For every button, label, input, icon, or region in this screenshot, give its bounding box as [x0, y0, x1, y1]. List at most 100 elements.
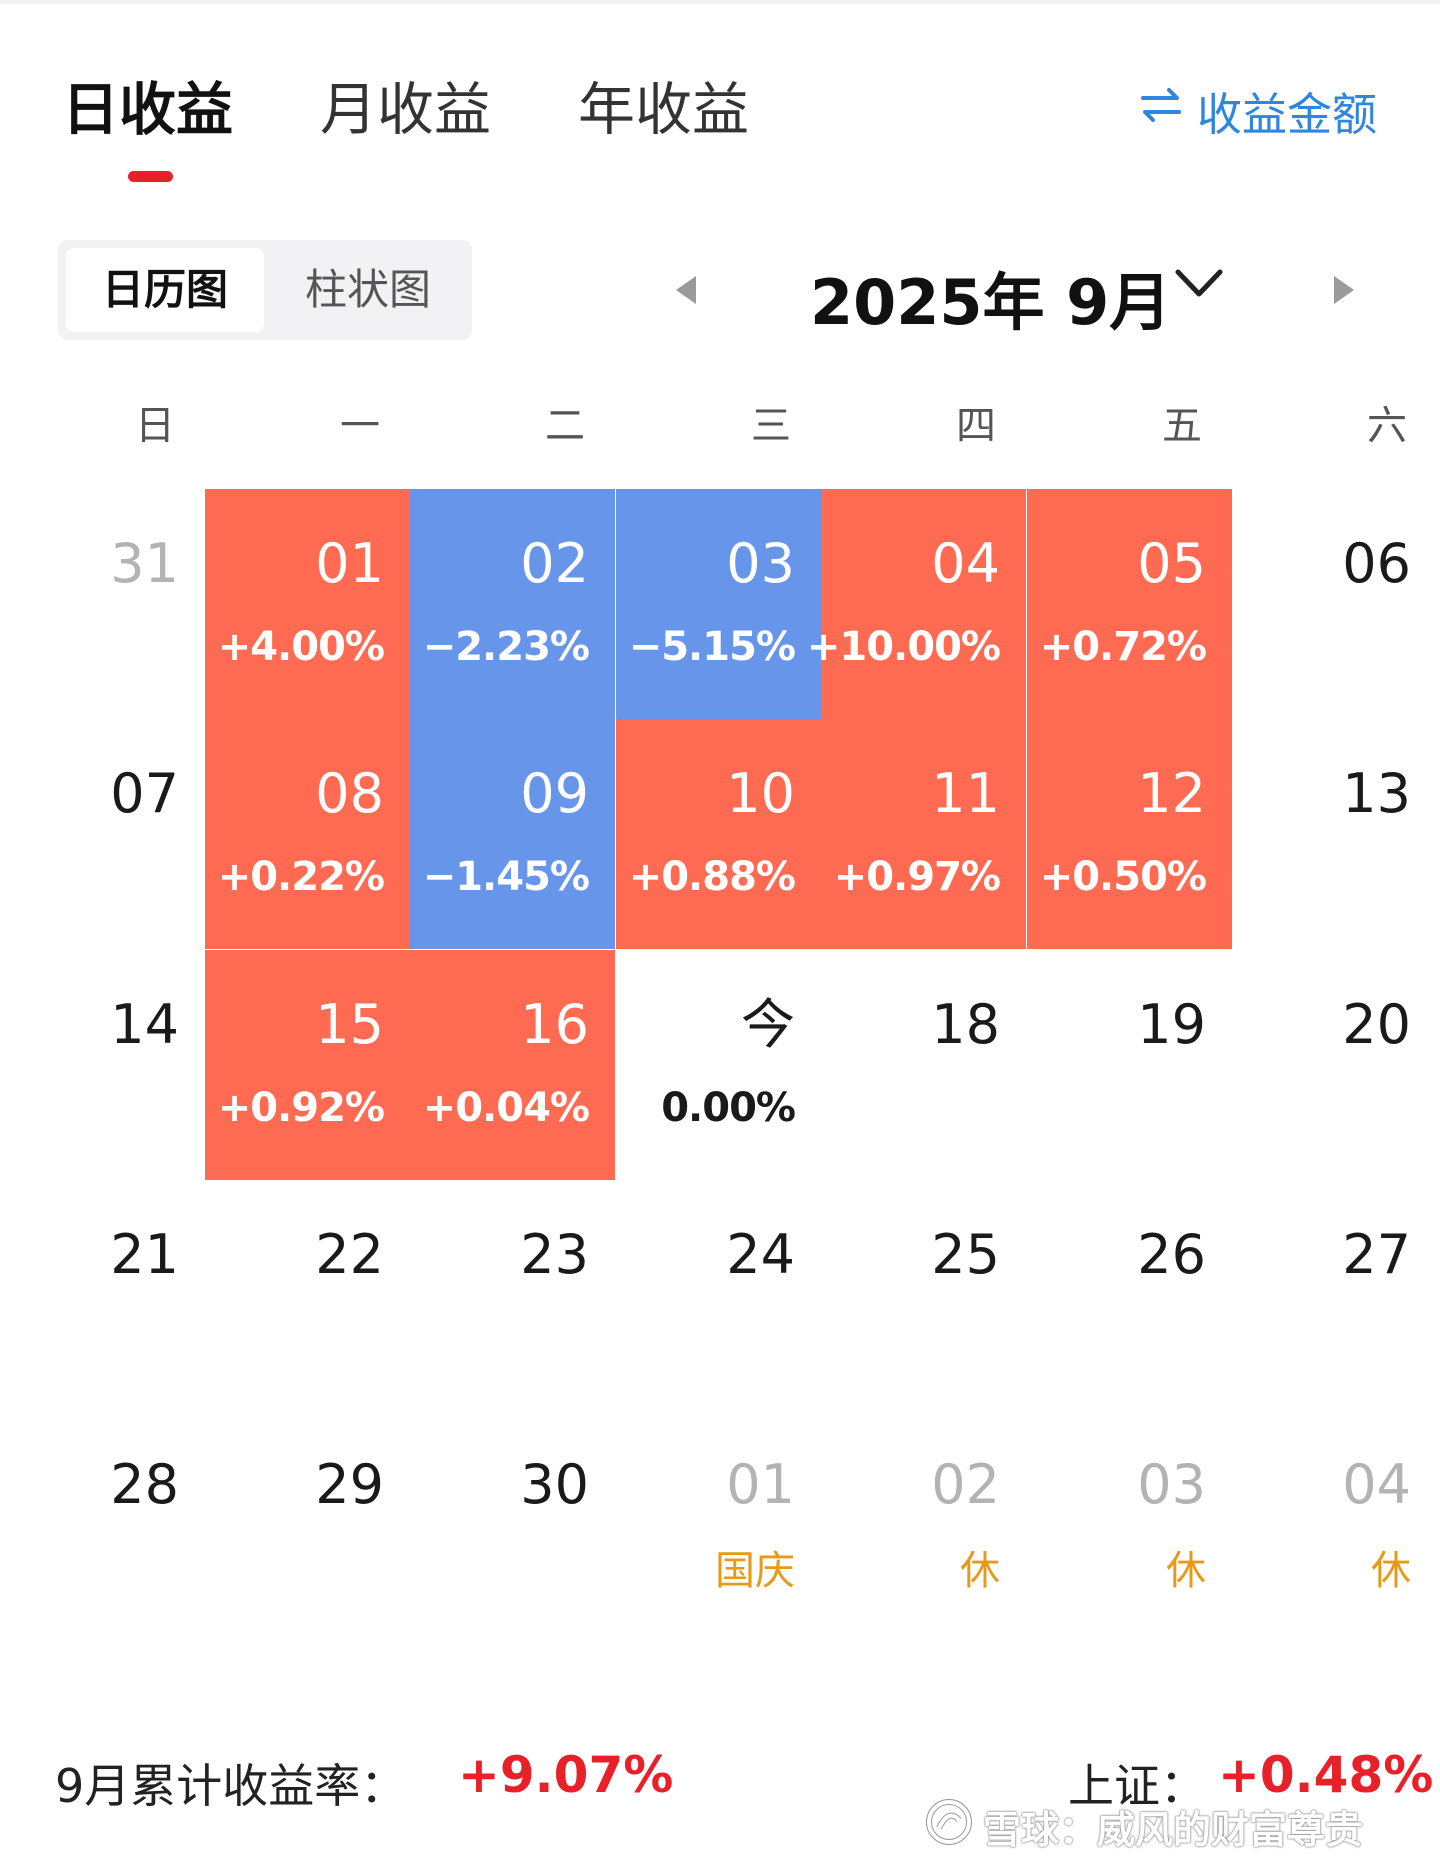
- daily-return: +0.72%: [1039, 624, 1207, 670]
- active-tab-indicator: [128, 171, 173, 182]
- day-number: 28: [110, 1453, 179, 1516]
- calendar-day-cell[interactable]: 02 休: [821, 1410, 1026, 1640]
- tab-yearly-return[interactable]: 年收益: [578, 77, 749, 143]
- daily-return: −5.15%: [628, 624, 796, 670]
- calendar-day-cell[interactable]: 10 +0.88%: [616, 719, 821, 949]
- day-number: 29: [315, 1453, 384, 1516]
- daily-return: +0.22%: [217, 854, 385, 900]
- watermark-text: 雪球：威风的财富尊贵: [983, 1808, 1364, 1852]
- calendar-view-button[interactable]: 日历图: [66, 248, 264, 332]
- calendar-day-cell[interactable]: 07: [0, 719, 205, 949]
- calendar-day-cell[interactable]: 16 +0.04%: [410, 950, 615, 1180]
- daily-return: +0.97%: [833, 854, 1001, 900]
- day-number: 01: [315, 532, 384, 595]
- day-number: 21: [110, 1223, 179, 1286]
- calendar-day-cell[interactable]: 30: [410, 1410, 615, 1640]
- toggle-amount-button[interactable]: 收益金额: [1139, 78, 1377, 143]
- tab-monthly-return[interactable]: 月收益: [320, 77, 491, 143]
- calendar-day-cell[interactable]: 26: [1027, 1180, 1232, 1410]
- calendar-day-cell[interactable]: 03 休: [1027, 1410, 1232, 1640]
- weekday-label: 日: [135, 403, 175, 449]
- holiday-label: 休: [960, 1548, 1000, 1594]
- day-number: 31: [110, 532, 179, 595]
- calendar-day-cell[interactable]: 18: [821, 950, 1026, 1180]
- calendar-day-cell[interactable]: 08 +0.22%: [205, 719, 410, 949]
- chevron-down-icon: [1175, 269, 1223, 297]
- next-month-button[interactable]: [1322, 270, 1362, 310]
- calendar-day-cell[interactable]: 23: [410, 1180, 615, 1410]
- calendar-day-cell[interactable]: 01 国庆: [616, 1410, 821, 1640]
- calendar-day-cell[interactable]: 31: [0, 489, 205, 719]
- calendar-day-cell[interactable]: 19: [1027, 950, 1232, 1180]
- weekday-label: 四: [956, 403, 996, 449]
- calendar-day-cell[interactable]: 11 +0.97%: [821, 719, 1026, 949]
- day-number: 02: [520, 532, 589, 595]
- day-number: 10: [726, 762, 795, 825]
- calendar-day-cell[interactable]: 29: [205, 1410, 410, 1640]
- daily-return: +0.92%: [217, 1085, 385, 1131]
- calendar-day-cell[interactable]: 04 +10.00%: [807, 489, 1026, 719]
- calendar-day-cell[interactable]: 24: [616, 1180, 821, 1410]
- calendar-day-cell[interactable]: 03 −5.15%: [616, 489, 821, 719]
- day-number: 22: [315, 1223, 384, 1286]
- day-number: 27: [1342, 1223, 1411, 1286]
- day-number: 26: [1137, 1223, 1206, 1286]
- month-dropdown-button[interactable]: [1172, 262, 1226, 306]
- day-number: 11: [931, 762, 1000, 825]
- day-number: 08: [315, 762, 384, 825]
- toggle-amount-label: 收益金额: [1196, 88, 1377, 141]
- day-number: 03: [726, 532, 795, 595]
- holiday-label: 休: [1166, 1548, 1206, 1594]
- calendar-day-cell[interactable]: 21: [0, 1180, 205, 1410]
- day-number: 04: [931, 532, 1000, 595]
- calendar-day-cell[interactable]: 15 +0.92%: [205, 950, 410, 1180]
- day-number: 14: [110, 993, 179, 1056]
- day-number: 06: [1342, 532, 1411, 595]
- calendar-day-today[interactable]: 今 0.00%: [616, 950, 821, 1180]
- prev-month-button[interactable]: [668, 270, 708, 310]
- daily-return: +0.04%: [422, 1085, 590, 1131]
- daily-return: +4.00%: [217, 624, 385, 670]
- day-number: 25: [931, 1223, 1000, 1286]
- day-number: 19: [1137, 993, 1206, 1056]
- daily-return: −2.23%: [422, 624, 590, 670]
- day-number: 24: [726, 1223, 795, 1286]
- monthly-cumulative-value: +9.07%: [458, 1746, 674, 1804]
- month-title[interactable]: 2025年 9月: [810, 266, 1172, 339]
- calendar-day-cell[interactable]: 28: [0, 1410, 205, 1640]
- calendar-day-cell[interactable]: 20: [1232, 950, 1437, 1180]
- holiday-label: 国庆: [715, 1548, 795, 1594]
- calendar-day-cell[interactable]: 12 +0.50%: [1027, 719, 1232, 949]
- calendar-day-cell[interactable]: 27: [1232, 1180, 1437, 1410]
- day-number: 09: [520, 762, 589, 825]
- day-number: 02: [931, 1453, 1000, 1516]
- view-switch: 日历图 柱状图: [58, 240, 472, 340]
- daily-return: 0.00%: [661, 1085, 796, 1131]
- calendar-day-cell[interactable]: 22: [205, 1180, 410, 1410]
- swap-arrows-icon: [1139, 83, 1183, 138]
- calendar-day-cell[interactable]: 02 −2.23%: [410, 489, 615, 719]
- weekday-label: 二: [545, 403, 585, 449]
- tab-daily-return[interactable]: 日收益: [62, 77, 233, 143]
- calendar-day-cell[interactable]: 09 −1.45%: [410, 719, 615, 949]
- calendar-day-cell[interactable]: 14: [0, 950, 205, 1180]
- day-number: 15: [315, 993, 384, 1056]
- day-number: 07: [110, 762, 179, 825]
- weekday-label: 一: [340, 403, 380, 449]
- calendar-day-cell[interactable]: 25: [821, 1180, 1026, 1410]
- bar-chart-view-button[interactable]: 柱状图: [304, 265, 431, 314]
- daily-return: +10.00%: [806, 624, 1001, 670]
- day-number: 01: [726, 1453, 795, 1516]
- calendar-day-cell[interactable]: 06: [1232, 489, 1437, 719]
- watermark: 雪球：威风的财富尊贵: [925, 1798, 1363, 1855]
- calendar-day-cell[interactable]: 05 +0.72%: [1027, 489, 1232, 719]
- calendar-day-cell[interactable]: 13: [1232, 719, 1437, 949]
- day-number: 16: [520, 993, 589, 1056]
- top-divider: [0, 0, 1440, 4]
- holiday-label: 休: [1371, 1548, 1411, 1594]
- daily-return: −1.45%: [422, 854, 590, 900]
- calendar-day-cell[interactable]: 04 休: [1232, 1410, 1437, 1640]
- monthly-cumulative-label: 9月累计收益率：: [55, 1759, 407, 1813]
- calendar-day-cell[interactable]: 01 +4.00%: [205, 489, 410, 719]
- index-label: 上证：: [1068, 1759, 1206, 1813]
